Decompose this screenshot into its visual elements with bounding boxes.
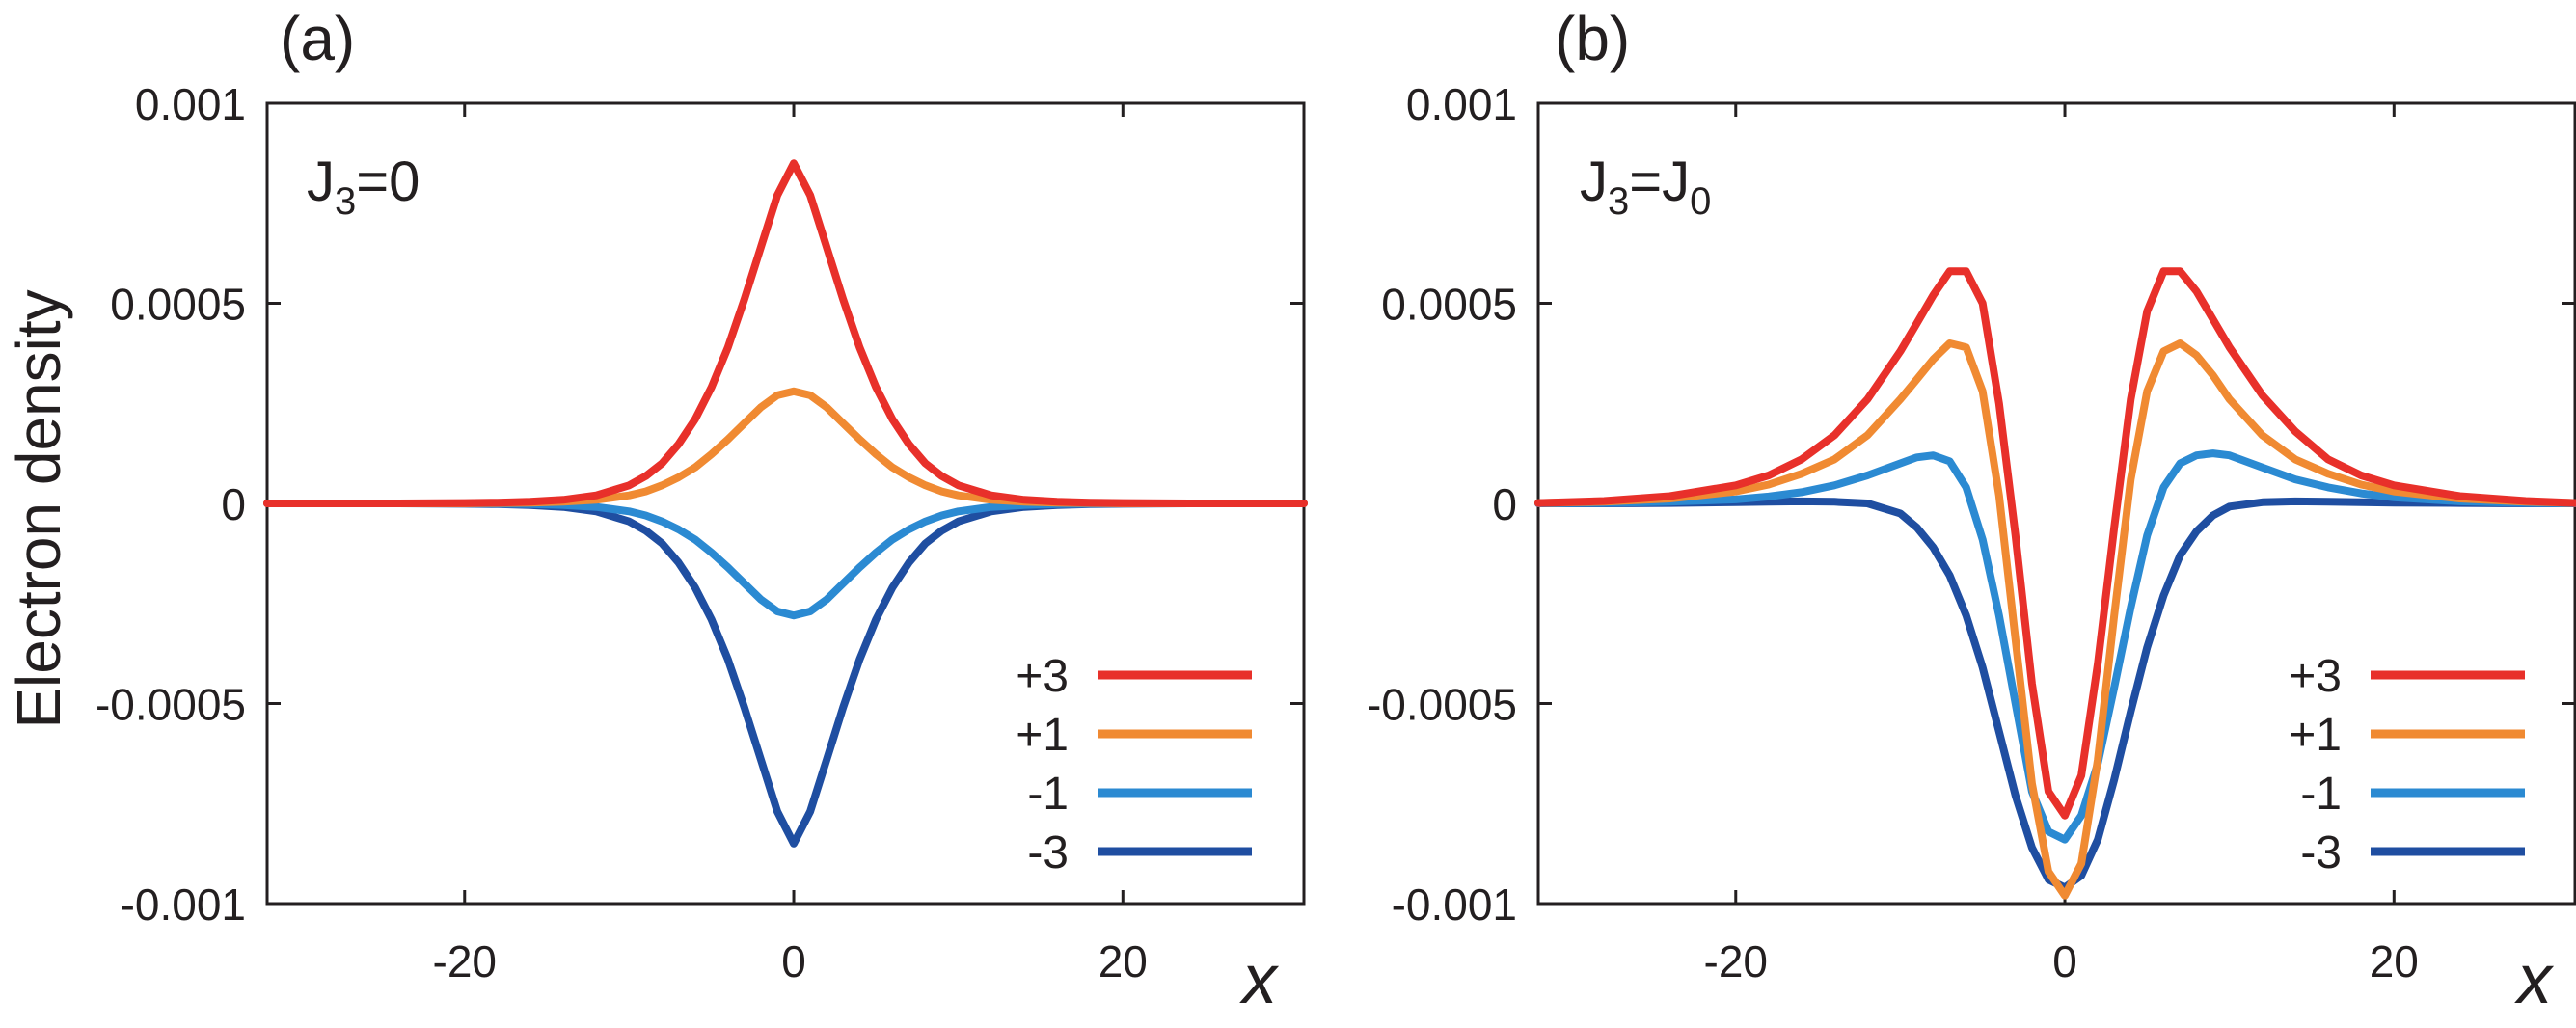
panel-a-x-tick-label: 0: [781, 936, 806, 987]
panel-b-series-minus3: [1534, 497, 2576, 892]
panel-b-ticks: -20 0 20 0.001 0.0005 0 -0.0005 -0.001: [1367, 79, 2575, 987]
y-axis-label: Electron density: [4, 289, 73, 728]
panel-b-legend: +3 +1 -1 -3: [2289, 651, 2525, 879]
panel-b-series-minus1: [1534, 449, 2576, 844]
panel-a-legend-label: -3: [1027, 827, 1069, 879]
panel-b-y-tick-label: 0.0005: [1381, 280, 1517, 330]
panel-a-series-plus1: [263, 387, 1308, 507]
panel-b: (b) J3=J0 x -20 0 20 0.001 0.0005 0 -0.0005 -0.…: [1367, 4, 2576, 1018]
panel-b-series-plus1: [1534, 339, 2576, 900]
panel-b-legend-label: +1: [2289, 710, 2342, 761]
panel-b-series-plus3: [1534, 267, 2576, 820]
panel-a: (a) J3=0 x -20 0 20 0.001 0.0005 0 -0.0005 -0.0…: [95, 4, 1308, 1018]
panel-b-legend-label: +3: [2289, 651, 2342, 702]
panel-a-y-tick-label: 0.001: [135, 79, 246, 129]
panel-a-y-tick-label: 0: [221, 479, 246, 529]
panel-b-y-tick-label: -0.0005: [1367, 680, 1517, 730]
panel-b-x-axis-label: x: [2514, 941, 2555, 1018]
panel-b-x-tick-label: 20: [2370, 936, 2419, 987]
panel-a-x-tick-label: 20: [1098, 936, 1148, 987]
panel-a-legend-label: +3: [1016, 651, 1069, 702]
panel-a-label: (a): [280, 4, 355, 73]
panel-b-legend-label: -1: [2300, 769, 2342, 820]
panel-a-legend-label: -1: [1027, 769, 1069, 820]
panel-a-ticks: -20 0 20 0.001 0.0005 0 -0.0005 -0.001: [95, 79, 1304, 987]
panel-a-series: [263, 159, 1308, 848]
panel-b-x-tick-label: -20: [1704, 936, 1768, 987]
panel-a-annotation: J3=0: [307, 150, 420, 223]
panel-b-legend-label: -3: [2300, 827, 2342, 879]
panel-b-y-tick-label: -0.001: [1392, 879, 1517, 930]
panel-b-x-tick-label: 0: [2052, 936, 2077, 987]
panel-a-y-tick-label: -0.001: [121, 879, 246, 930]
panel-a-legend-label: +1: [1016, 710, 1069, 761]
panel-b-y-tick-label: 0.001: [1406, 79, 1517, 129]
panel-a-x-axis-label: x: [1239, 941, 1280, 1018]
panel-a-series-minus1: [263, 500, 1308, 620]
panel-a-y-tick-label: 0.0005: [110, 280, 246, 330]
panel-b-y-tick-label: 0: [1492, 479, 1517, 529]
panel-a-legend: +3 +1 -1 -3: [1016, 651, 1252, 879]
panel-b-series: [1534, 267, 2576, 900]
panel-b-annotation: J3=J0: [1580, 150, 1711, 223]
panel-a-series-plus3: [263, 159, 1308, 507]
panel-b-label: (b): [1555, 4, 1630, 73]
panel-a-x-tick-label: -20: [433, 936, 497, 987]
panel-a-y-tick-label: -0.0005: [95, 680, 246, 730]
